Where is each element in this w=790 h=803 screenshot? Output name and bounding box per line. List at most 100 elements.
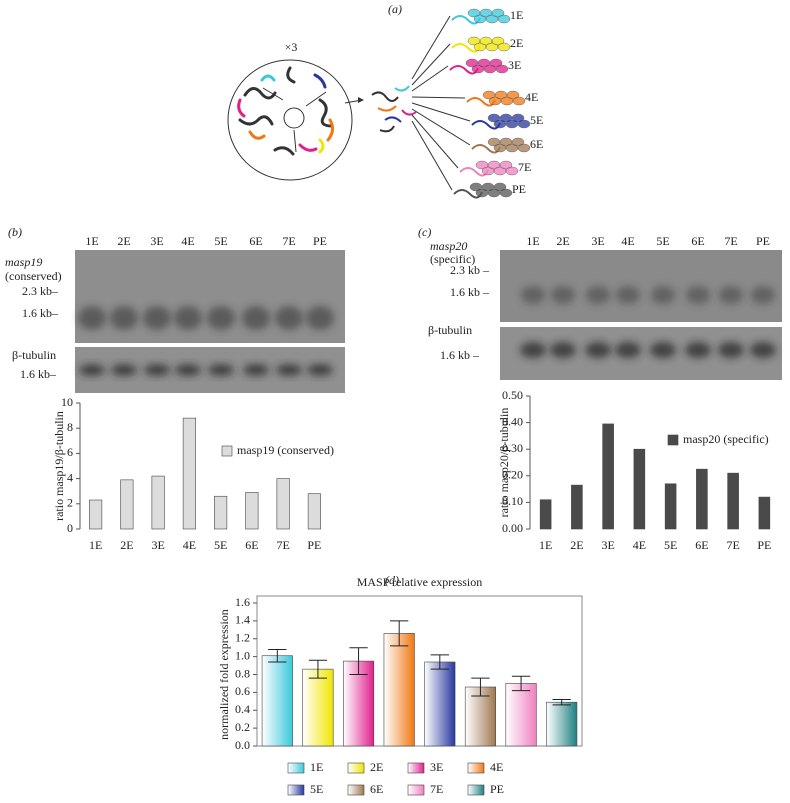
band [174, 306, 202, 330]
y-tick-label: 0.6 [235, 684, 250, 698]
legend-label: 2E [370, 760, 383, 774]
legend-swatch [407, 762, 425, 774]
lane-label: PE [313, 234, 327, 248]
cell [512, 96, 526, 106]
band [550, 342, 576, 358]
bar [424, 661, 456, 747]
lane-label: 5E [214, 234, 227, 248]
legend-swatch [467, 762, 485, 774]
y-tick-label: 0.8 [235, 666, 250, 680]
y-tick-label: 1.0 [235, 648, 250, 662]
cell [497, 14, 511, 24]
connector [411, 114, 459, 169]
legend-swatch [667, 434, 679, 446]
band [686, 286, 710, 304]
legend-label: 4E [490, 760, 503, 774]
gene-note: (specific) [430, 252, 475, 266]
lane-label: 6E [691, 234, 704, 248]
band [208, 364, 234, 376]
panel-label: (c) [418, 225, 431, 239]
lane-label: 1E [85, 234, 98, 248]
center [283, 107, 305, 129]
x-tick-label: 3E [151, 538, 164, 552]
y-axis-label: normalized fold expression [217, 609, 231, 740]
bar [245, 492, 259, 530]
band [307, 364, 333, 376]
band [175, 364, 201, 376]
error-bar [308, 659, 328, 679]
band [79, 364, 105, 376]
legend-swatch [347, 762, 365, 774]
bar [343, 660, 375, 747]
cell [489, 58, 503, 68]
cell [491, 8, 505, 18]
panel-label: (d) [385, 573, 399, 587]
connector [411, 102, 471, 122]
y-tick-label: 8 [67, 420, 73, 434]
diagram-label: 2E [510, 36, 523, 50]
size-marker: 1.6 kb– [20, 367, 57, 381]
band [306, 306, 334, 330]
y-tick-label: 0.20 [502, 468, 523, 482]
bar [664, 483, 677, 530]
diagram-label: 6E [530, 137, 543, 151]
band [275, 306, 303, 330]
band [719, 286, 743, 304]
lane-label: 4E [181, 234, 194, 248]
gene-label: masp19 [5, 255, 42, 269]
bar [302, 668, 334, 747]
x-tick-label: 7E [276, 538, 289, 552]
legend-swatch [287, 784, 305, 796]
band [521, 286, 545, 304]
lane-label: 7E [282, 234, 295, 248]
bar [758, 496, 771, 530]
y-tick-label: 0.4 [235, 702, 250, 716]
bar [89, 499, 103, 530]
bar [727, 472, 739, 530]
y-tick-label: 0.10 [502, 494, 523, 508]
cell [499, 188, 513, 198]
arrow-head [358, 97, 364, 103]
cell [491, 36, 505, 46]
size-marker: 2.3 kb – [450, 263, 490, 277]
y-tick-label: 0.00 [502, 521, 523, 535]
x-tick-label: 4E [183, 538, 196, 552]
connector [411, 120, 453, 191]
panel-label: (b) [8, 225, 22, 239]
band [751, 286, 775, 304]
x-tick-label: PE [307, 538, 321, 552]
legend-label: 6E [370, 782, 383, 796]
error-bar [471, 677, 490, 697]
lane-label: 7E [724, 234, 737, 248]
error-bar [349, 647, 368, 675]
bar [633, 448, 646, 530]
error-bar [390, 620, 409, 647]
cell [497, 42, 511, 52]
legend-label: 1E [310, 760, 323, 774]
y-tick-label: 0 [67, 521, 73, 535]
band [585, 342, 611, 358]
band [143, 306, 171, 330]
band [718, 342, 744, 358]
y-tick-label: 0.50 [502, 388, 523, 402]
band [650, 342, 676, 358]
x-tick-label: 4E [633, 538, 646, 552]
legend-label: PE [490, 782, 504, 796]
legend-swatch [467, 784, 485, 796]
bar [276, 478, 290, 530]
bar [182, 417, 196, 530]
x-tick-label: 2E [120, 538, 133, 552]
connector [411, 15, 451, 80]
y-axis-label: ratio masp20/β-tubulin [497, 408, 511, 518]
lane-label: 3E [591, 234, 604, 248]
x-tick-label: PE [757, 538, 771, 552]
legend-label: masp19 (conserved) [237, 443, 334, 457]
multiplier: ×3 [285, 40, 298, 54]
diagram-label: 3E [508, 58, 521, 72]
lane-label: 2E [556, 234, 569, 248]
y-tick-label: 0.30 [502, 441, 523, 455]
x-tick-label: 5E [664, 538, 677, 552]
connector-lines [411, 15, 471, 191]
band [207, 306, 235, 330]
